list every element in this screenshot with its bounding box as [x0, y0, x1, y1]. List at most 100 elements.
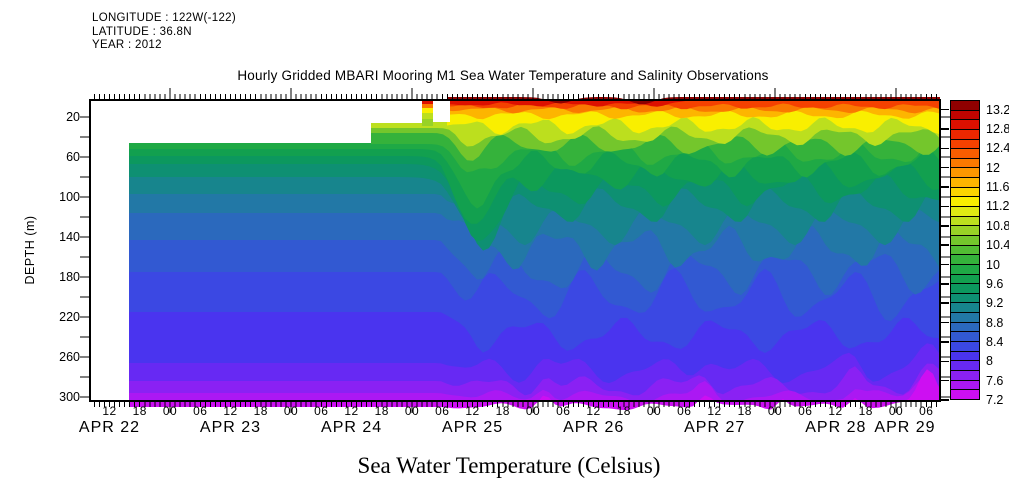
- isotherm-layer-7.4: [129, 376, 940, 404]
- colorbar-tick-label: 9.6: [986, 276, 1004, 291]
- header-longitude: LONGITUDE : 122W(-122): [92, 12, 236, 24]
- hour-tick-label: 00: [162, 404, 178, 418]
- hour-tick-label: 12: [586, 404, 601, 418]
- hour-tick-label: 06: [314, 404, 329, 418]
- warm-surface-column: [422, 100, 433, 104]
- hour-tick-label: 00: [888, 404, 904, 418]
- colorbar-tick: [941, 128, 949, 130]
- depth-tick-label: 20: [66, 110, 80, 124]
- colorbar-cell: [951, 313, 979, 323]
- colorbar-tick: [941, 283, 949, 285]
- colorbar-cell: [951, 101, 979, 111]
- colorbar-tick: [941, 186, 949, 188]
- isotherm-layer-7.6: [129, 363, 940, 401]
- date-tick-label: APR 23: [199, 419, 262, 436]
- colorbar-cell: [951, 216, 979, 227]
- colorbar-tick-label: 12: [986, 160, 1000, 175]
- colorbar-cell: [951, 255, 979, 265]
- depth-tick-label: 180: [59, 270, 80, 284]
- colorbar-tick: [941, 379, 949, 382]
- depth-tick-label: 100: [59, 190, 80, 204]
- warm-surface-column: [422, 113, 433, 119]
- hour-tick-label: 18: [858, 404, 873, 418]
- colorbar-tick: [941, 225, 949, 227]
- date-tick-label: APR 28: [805, 419, 867, 436]
- colorbar-tick-label: 8.4: [986, 334, 1004, 349]
- colorbar-tick-label: 12.8: [986, 122, 1009, 137]
- warm-surface-column: [422, 104, 433, 108]
- hour-tick-label: 18: [374, 404, 389, 418]
- hour-tick-label: 06: [798, 404, 813, 418]
- colorbar-tick-label: 8.8: [986, 315, 1004, 330]
- colorbar-cell: [951, 168, 979, 179]
- colorbar-tick-label: 11.6: [986, 180, 1009, 195]
- colorbar-tick: [941, 147, 949, 150]
- hour-tick-label: 06: [677, 404, 692, 418]
- hour-tick-label: 18: [616, 404, 631, 418]
- colorbar-tick-label: 10.4: [986, 238, 1009, 253]
- date-tick-label: APR 24: [321, 419, 383, 436]
- hour-tick-label: 12: [707, 404, 722, 418]
- colorbar-cell: [951, 139, 979, 150]
- depth-tick-label: 260: [59, 350, 80, 364]
- warm-surface-column: [422, 108, 433, 113]
- colorbar-tick-label: 7.6: [986, 373, 1004, 388]
- header-block: LONGITUDE : 122W(-122) LATITUDE : 36.8N …: [92, 12, 236, 53]
- colorbar-tick: [941, 205, 949, 208]
- colorbar-cell: [951, 187, 979, 198]
- colorbar-tick: [941, 360, 949, 363]
- hour-tick-label: 18: [495, 404, 510, 418]
- date-tick-label: APR 26: [563, 419, 625, 436]
- missing-data-region: [433, 100, 450, 122]
- colorbar-cell: [951, 245, 979, 256]
- hour-tick-label: 00: [767, 404, 783, 418]
- colorbar-cell: [951, 264, 979, 275]
- colorbar-tick: [941, 321, 949, 324]
- date-tick-label: APR 29: [874, 419, 936, 436]
- colorbar-cell: [951, 197, 979, 208]
- date-tick-label: APR 22: [78, 419, 141, 436]
- colorbar-tick: [941, 399, 949, 401]
- colorbar-cell: [951, 361, 979, 371]
- hour-tick-label: 18: [253, 404, 268, 418]
- date-tick-label: APR 27: [684, 419, 746, 436]
- colorbar-cell: [951, 342, 979, 352]
- hour-tick-label: 00: [646, 404, 662, 418]
- missing-data-region: [90, 100, 129, 401]
- colorbar-tick: [941, 244, 949, 246]
- x-axis-title: Sea Water Temperature (Celsius): [357, 453, 661, 478]
- colorbar-cell: [951, 129, 979, 140]
- hour-tick-label: 18: [132, 404, 147, 418]
- colorbar-tick: [941, 166, 949, 169]
- colorbar-tick-label: 8: [986, 354, 993, 369]
- hour-tick-label: 06: [919, 404, 934, 418]
- depth-tick-label: 300: [59, 390, 80, 404]
- colorbar-tick-label: 12.4: [986, 141, 1009, 156]
- colorbar-cell: [951, 158, 979, 169]
- colorbar-tick-label: 11.2: [986, 199, 1009, 214]
- colorbar-cell: [951, 303, 979, 314]
- plot-border: [89, 99, 941, 402]
- hour-tick-label: 18: [737, 404, 752, 418]
- colorbar-cell: [951, 380, 979, 391]
- hour-tick-label: 12: [828, 404, 843, 418]
- colorbar-cell: [951, 110, 979, 121]
- plot-title: Hourly Gridded MBARI Mooring M1 Sea Wate…: [237, 68, 769, 83]
- header-latitude: LATITUDE : 36.8N: [92, 25, 192, 38]
- hour-tick-label: 12: [223, 404, 238, 418]
- hour-tick-label: 12: [344, 404, 359, 418]
- colorbar-cell: [951, 235, 979, 246]
- depth-tick-label: 60: [66, 150, 80, 164]
- colorbar-tick-label: 10: [986, 257, 1000, 272]
- colorbar-cell: [951, 322, 979, 333]
- colorbar: [950, 100, 980, 400]
- colorbar-cell: [951, 370, 979, 381]
- colorbar-tick-label: 10.8: [986, 218, 1009, 233]
- colorbar-cell: [951, 293, 979, 304]
- date-tick-label: APR 25: [442, 419, 504, 436]
- colorbar-tick: [941, 341, 949, 343]
- isotherm-layer-13.2: [447, 97, 940, 105]
- temperature-contour-plot: [80, 88, 950, 413]
- colorbar-tick-label: 7.2: [986, 393, 1004, 407]
